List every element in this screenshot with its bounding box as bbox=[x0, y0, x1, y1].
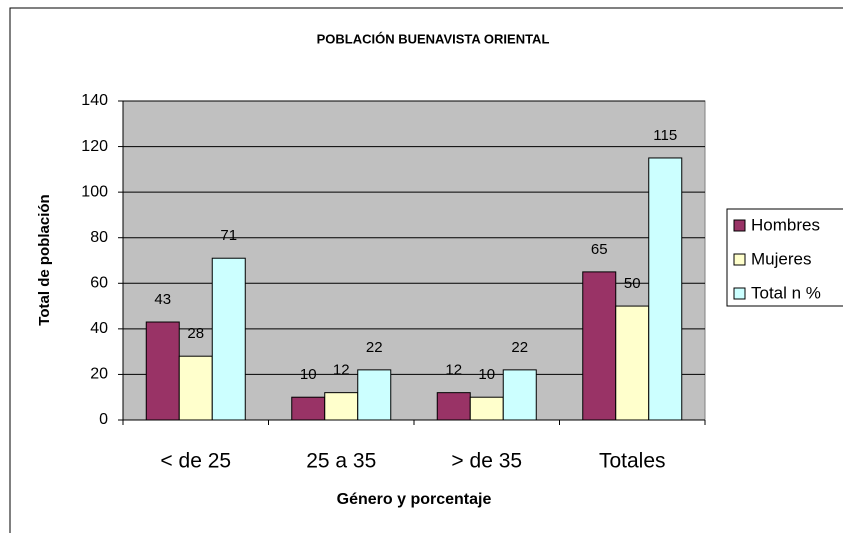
bar bbox=[211, 257, 246, 421]
data-label: 22 bbox=[511, 339, 528, 356]
y-tick-label: 0 bbox=[99, 411, 108, 428]
bar bbox=[615, 305, 650, 421]
legend-label: Mujeres bbox=[751, 249, 811, 268]
legend-swatch bbox=[733, 287, 746, 300]
y-tick-label: 100 bbox=[81, 183, 108, 200]
bar bbox=[502, 369, 537, 421]
bar bbox=[178, 355, 213, 421]
bar bbox=[582, 271, 617, 421]
legend-label: Hombres bbox=[751, 215, 820, 234]
x-tick-label: Totales bbox=[599, 450, 666, 473]
bar bbox=[291, 396, 326, 421]
data-label: 43 bbox=[154, 291, 171, 308]
bar bbox=[436, 392, 471, 421]
data-label: 71 bbox=[220, 227, 237, 244]
legend-swatch bbox=[733, 219, 746, 232]
y-tick-label: 120 bbox=[81, 138, 108, 155]
y-tick-label: 20 bbox=[90, 366, 108, 383]
legend-box bbox=[726, 208, 843, 307]
chart-frame bbox=[9, 7, 843, 533]
data-label: 50 bbox=[624, 275, 641, 292]
x-tick-label: < de 25 bbox=[160, 450, 231, 473]
data-label: 22 bbox=[366, 339, 383, 356]
y-tick-label: 40 bbox=[90, 320, 108, 337]
bar bbox=[357, 369, 392, 421]
y-tick-label: 140 bbox=[81, 92, 108, 109]
bar bbox=[145, 321, 180, 421]
data-label: 10 bbox=[300, 366, 317, 383]
data-label: 12 bbox=[445, 362, 462, 379]
data-label: 28 bbox=[187, 325, 204, 342]
chart-title: POBLACIÓN BUENAVISTA ORIENTAL bbox=[317, 31, 550, 46]
data-label: 65 bbox=[591, 241, 608, 258]
y-tick-label: 60 bbox=[90, 275, 108, 292]
data-label: 12 bbox=[333, 362, 350, 379]
y-tick-label: 80 bbox=[90, 229, 108, 246]
data-label: 10 bbox=[478, 366, 495, 383]
y-axis-label: Total de población bbox=[36, 194, 53, 325]
data-label: 115 bbox=[653, 127, 677, 144]
legend-swatch bbox=[733, 253, 746, 266]
bar bbox=[469, 396, 504, 421]
x-tick-label: 25 a 35 bbox=[306, 450, 376, 473]
legend-label: Total n % bbox=[751, 283, 821, 302]
bar bbox=[324, 392, 359, 421]
x-tick-label: > de 35 bbox=[451, 450, 522, 473]
x-axis-label: Género y porcentaje bbox=[337, 491, 492, 508]
bar bbox=[648, 157, 683, 421]
